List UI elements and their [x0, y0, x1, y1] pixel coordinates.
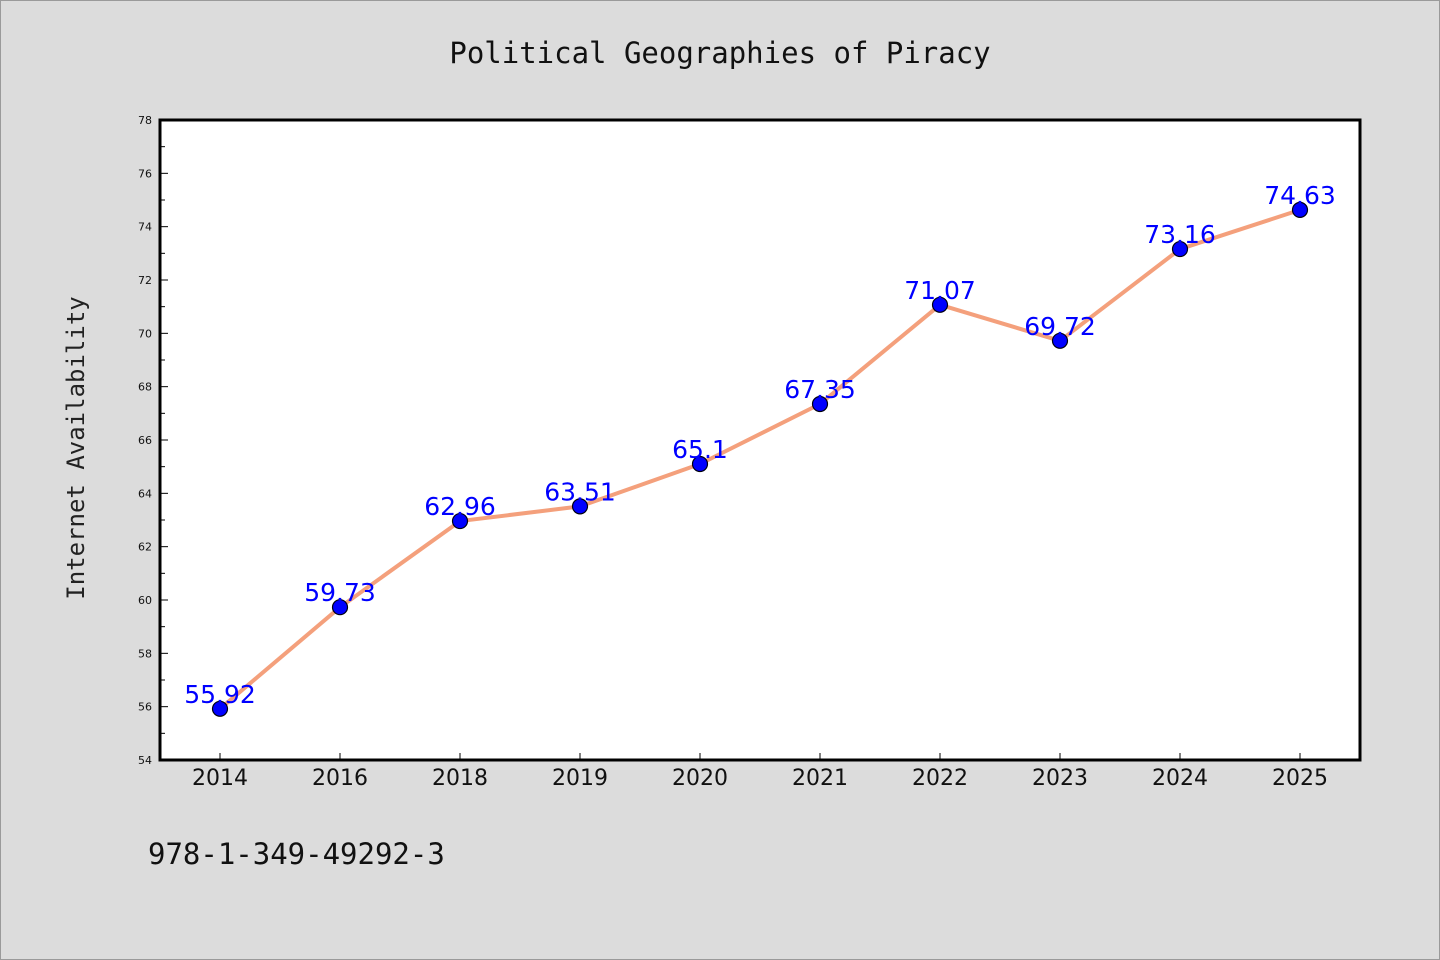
y-axis-ticks: 54 56 58 60 62 64 66 68 70 72 74 76 78: [138, 114, 168, 767]
data-label: 74.63: [1264, 181, 1336, 210]
data-point: [1291, 201, 1309, 218]
x-tick-label: 2023: [1032, 766, 1088, 791]
data-label: 71.07: [904, 276, 976, 305]
data-labels: 55.92 59.73 62.96 63.51 65.1 67.35 71.07 69.72 7…: [184, 181, 1336, 709]
y-axis-label: Internet Availability: [62, 296, 90, 599]
plot-border: [158, 118, 1362, 762]
data-point: [1051, 332, 1069, 349]
y-tick-label: 54: [138, 754, 152, 767]
x-tick-label: 2022: [912, 766, 968, 791]
x-axis-ticks: 2014 2016 2018 2019 2020 2021 2022 2023 2024 2025: [192, 753, 1328, 791]
x-tick-label: 2019: [552, 766, 608, 791]
data-label: 59.73: [304, 578, 376, 607]
data-label: 63.51: [544, 477, 616, 506]
data-point: [931, 296, 949, 313]
y-tick-label: 78: [138, 114, 152, 127]
y-tick-label: 60: [138, 594, 152, 607]
data-point: [811, 395, 829, 413]
plot-area: [160, 120, 1360, 760]
chart-title: Political Geographies of Piracy: [449, 36, 990, 70]
data-point: [451, 512, 469, 530]
x-tick-label: 2025: [1272, 766, 1328, 791]
y-tick-label: 70: [138, 327, 152, 340]
data-point: [571, 498, 589, 515]
isbn-text: 978-1-349-49292-3: [148, 837, 445, 871]
data-label: 73.16: [1144, 220, 1216, 249]
series-line: [218, 207, 1302, 711]
data-label: 55.92: [184, 680, 256, 709]
x-tick-label: 2024: [1152, 766, 1208, 791]
y-tick-label: 76: [138, 167, 152, 180]
y-tick-label: 72: [138, 274, 152, 287]
y-tick-label: 68: [138, 381, 152, 394]
data-point: [691, 455, 709, 473]
y-tick-label: 62: [138, 541, 152, 554]
data-point: [331, 599, 349, 616]
data-label: 67.35: [784, 375, 856, 404]
data-series: [211, 201, 1309, 717]
y-tick-label: 58: [138, 647, 152, 660]
y-tick-label: 64: [138, 487, 152, 500]
x-tick-label: 2020: [672, 766, 728, 791]
y-tick-label: 56: [138, 701, 152, 714]
data-label: 69.72: [1024, 312, 1096, 341]
data-point: [211, 700, 229, 717]
x-tick-label: 2014: [192, 766, 248, 791]
y-tick-label: 74: [138, 221, 152, 234]
x-tick-label: 2021: [792, 766, 848, 791]
y-tick-label: 66: [138, 434, 152, 447]
x-tick-label: 2018: [432, 766, 488, 791]
data-label: 65.1: [672, 435, 728, 464]
data-point: [1171, 240, 1189, 258]
x-tick-label: 2016: [312, 766, 368, 791]
data-label: 62.96: [424, 492, 496, 521]
